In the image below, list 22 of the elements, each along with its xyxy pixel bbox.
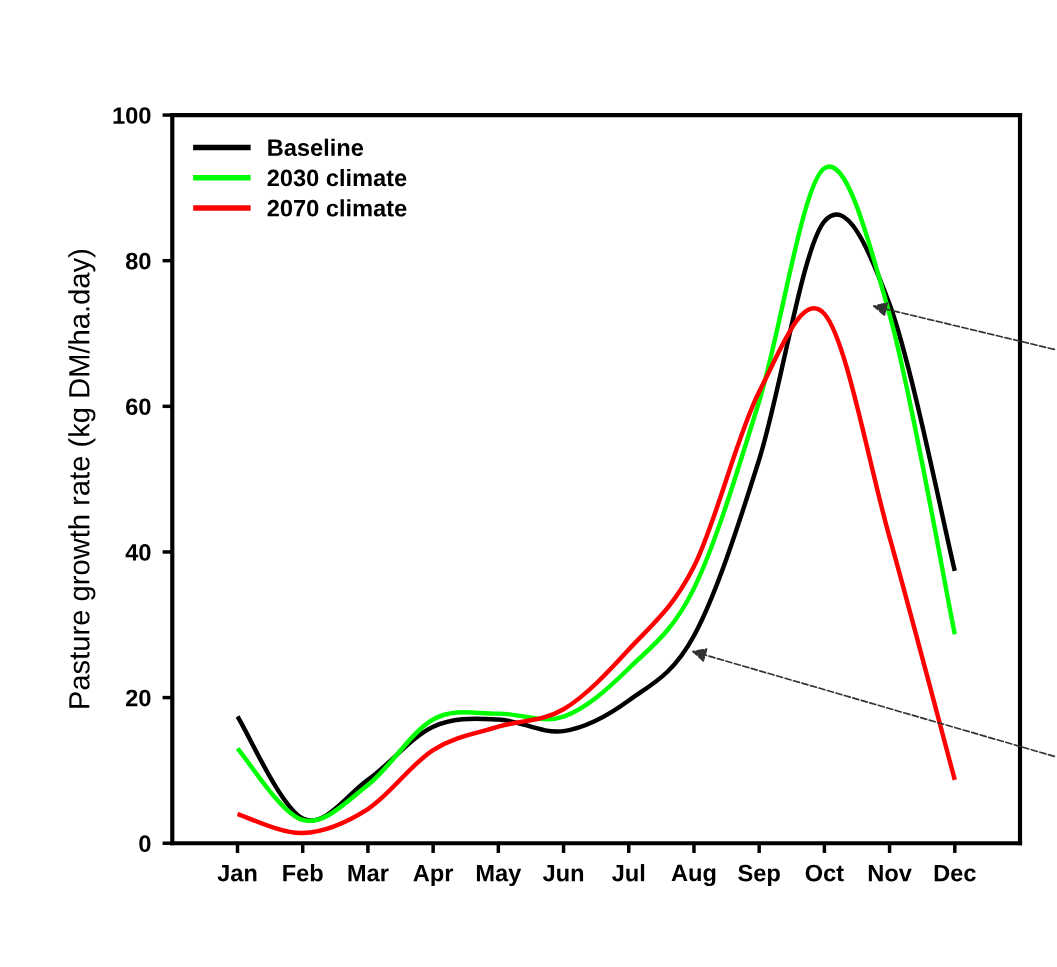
legend-label: 2030 climate bbox=[267, 168, 407, 187]
y-tick-label: 20 bbox=[126, 689, 151, 707]
legend-label: Baseline bbox=[268, 138, 364, 157]
x-tick-label: Dec bbox=[934, 864, 976, 882]
x-tick-label: Nov bbox=[868, 864, 912, 882]
x-tick-label: Sep bbox=[738, 864, 780, 887]
x-tick-label: Mar bbox=[348, 864, 389, 882]
x-tick-label: Jul bbox=[612, 864, 645, 882]
x-tick-label: Aug bbox=[671, 864, 716, 887]
y-tick-label: 60 bbox=[126, 398, 151, 416]
x-tick-label: May bbox=[476, 864, 522, 887]
x-tick-label: Feb bbox=[283, 864, 323, 882]
y-tick-label: 40 bbox=[125, 544, 151, 561]
legend-label: 2070 climate bbox=[267, 199, 407, 217]
y-tick-label: 100 bbox=[113, 107, 151, 124]
y-tick-label: 80 bbox=[125, 252, 151, 270]
x-tick-label: Jun bbox=[542, 864, 584, 882]
y-tick-label: 0 bbox=[139, 835, 151, 853]
x-tick-label: Jan bbox=[217, 864, 257, 882]
x-tick-label: Oct bbox=[805, 864, 844, 882]
x-tick-label: Apr bbox=[413, 864, 454, 887]
y-axis-title: Pasture growth rate (kg DM/ha.day) bbox=[68, 249, 96, 708]
